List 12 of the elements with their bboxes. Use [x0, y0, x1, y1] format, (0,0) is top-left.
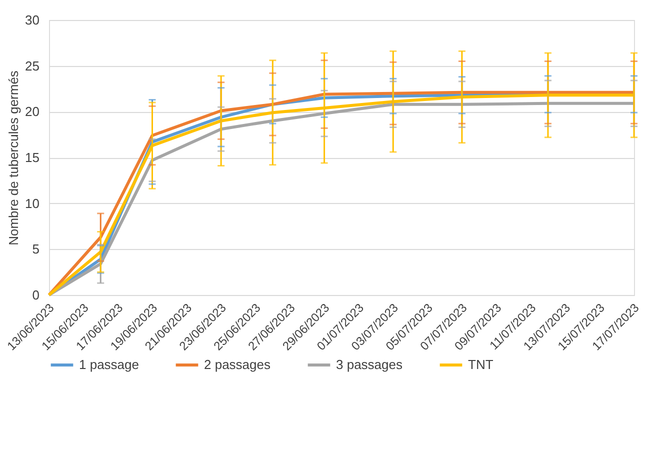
y-tick-label: 20: [25, 104, 40, 120]
y-tick-label: 0: [32, 288, 40, 302]
y-axis-title: Nombre de tubercules germés: [6, 70, 22, 246]
legend-label: 3 passages: [336, 357, 403, 372]
legend-label: 2 passages: [204, 357, 271, 372]
y-tick-label: 10: [25, 196, 40, 211]
y-tick-label: 5: [32, 242, 40, 257]
legend-label: TNT: [468, 357, 494, 372]
legend-label: 1 passage: [79, 357, 139, 372]
y-tick-label: 15: [25, 150, 40, 165]
y-tick-label: 25: [25, 58, 40, 74]
y-tick-label: 30: [25, 12, 40, 28]
